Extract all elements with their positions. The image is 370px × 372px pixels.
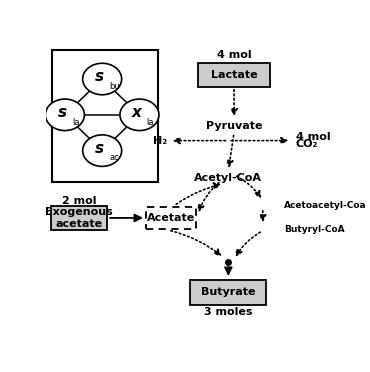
Bar [52, 50, 158, 182]
Text: s: s [95, 69, 104, 84]
Ellipse shape [83, 63, 122, 95]
Ellipse shape [120, 99, 159, 131]
Text: la: la [147, 118, 154, 127]
Text: Acetoacetyl-Coa: Acetoacetyl-Coa [284, 201, 367, 209]
Bar [51, 206, 107, 230]
Text: s: s [95, 141, 104, 156]
Text: x: x [132, 105, 141, 120]
Text: 2 mol: 2 mol [62, 196, 97, 206]
Text: CO₂: CO₂ [296, 140, 318, 149]
Ellipse shape [83, 135, 122, 166]
Text: s: s [57, 105, 67, 120]
Text: Acetate: Acetate [147, 213, 195, 223]
Text: Butyryl-CoA: Butyryl-CoA [284, 225, 345, 234]
Bar [190, 280, 266, 305]
Text: bu: bu [110, 82, 120, 91]
Bar [198, 62, 270, 87]
Text: Acetyl-CoA: Acetyl-CoA [194, 173, 262, 183]
Text: ac: ac [110, 154, 119, 163]
Text: Butyrate: Butyrate [201, 288, 256, 297]
Ellipse shape [46, 99, 84, 131]
Text: 3 moles: 3 moles [204, 307, 253, 317]
Text: la: la [72, 118, 80, 127]
Text: 4 mol: 4 mol [217, 50, 251, 60]
Text: Exogenous
acetate: Exogenous acetate [46, 207, 113, 229]
Text: Lactate: Lactate [211, 70, 258, 80]
Text: Pyruvate: Pyruvate [206, 121, 262, 131]
Bar [146, 207, 196, 229]
Text: H₂: H₂ [152, 136, 166, 145]
Text: 4 mol: 4 mol [296, 132, 330, 142]
